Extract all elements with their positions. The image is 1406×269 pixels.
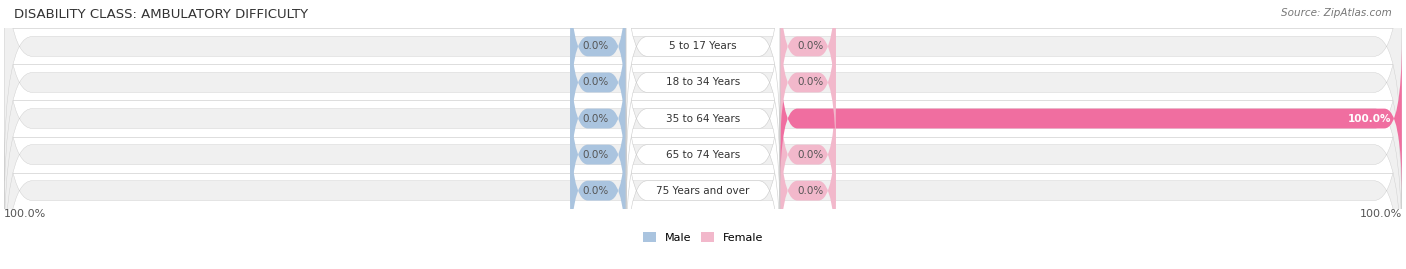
FancyBboxPatch shape xyxy=(571,110,626,269)
FancyBboxPatch shape xyxy=(626,0,780,181)
FancyBboxPatch shape xyxy=(4,20,1402,269)
FancyBboxPatch shape xyxy=(571,0,626,127)
Text: Source: ZipAtlas.com: Source: ZipAtlas.com xyxy=(1281,8,1392,18)
Text: 0.0%: 0.0% xyxy=(797,77,824,87)
FancyBboxPatch shape xyxy=(780,38,1402,199)
Text: 18 to 34 Years: 18 to 34 Years xyxy=(666,77,740,87)
FancyBboxPatch shape xyxy=(626,20,780,217)
FancyBboxPatch shape xyxy=(4,0,1402,181)
FancyBboxPatch shape xyxy=(780,110,835,269)
Text: 0.0%: 0.0% xyxy=(582,150,609,160)
Text: 100.0%: 100.0% xyxy=(1360,209,1402,219)
Text: 100.0%: 100.0% xyxy=(1348,114,1392,123)
Text: 0.0%: 0.0% xyxy=(582,114,609,123)
FancyBboxPatch shape xyxy=(626,56,780,253)
FancyBboxPatch shape xyxy=(4,0,1402,253)
FancyBboxPatch shape xyxy=(571,74,626,235)
Text: 0.0%: 0.0% xyxy=(797,186,824,196)
Text: DISABILITY CLASS: AMBULATORY DIFFICULTY: DISABILITY CLASS: AMBULATORY DIFFICULTY xyxy=(14,8,308,21)
FancyBboxPatch shape xyxy=(571,38,626,199)
Text: 0.0%: 0.0% xyxy=(582,77,609,87)
Text: 5 to 17 Years: 5 to 17 Years xyxy=(669,41,737,51)
Text: 0.0%: 0.0% xyxy=(582,186,609,196)
FancyBboxPatch shape xyxy=(626,92,780,269)
Text: 0.0%: 0.0% xyxy=(582,41,609,51)
Text: 0.0%: 0.0% xyxy=(797,150,824,160)
FancyBboxPatch shape xyxy=(780,0,835,127)
Text: 65 to 74 Years: 65 to 74 Years xyxy=(666,150,740,160)
FancyBboxPatch shape xyxy=(780,74,835,235)
FancyBboxPatch shape xyxy=(780,2,835,163)
Text: 75 Years and over: 75 Years and over xyxy=(657,186,749,196)
Legend: Male, Female: Male, Female xyxy=(643,232,763,243)
FancyBboxPatch shape xyxy=(4,0,1402,217)
FancyBboxPatch shape xyxy=(626,0,780,145)
Text: 0.0%: 0.0% xyxy=(797,41,824,51)
FancyBboxPatch shape xyxy=(4,56,1402,269)
Text: 100.0%: 100.0% xyxy=(4,209,46,219)
FancyBboxPatch shape xyxy=(571,2,626,163)
Text: 35 to 64 Years: 35 to 64 Years xyxy=(666,114,740,123)
